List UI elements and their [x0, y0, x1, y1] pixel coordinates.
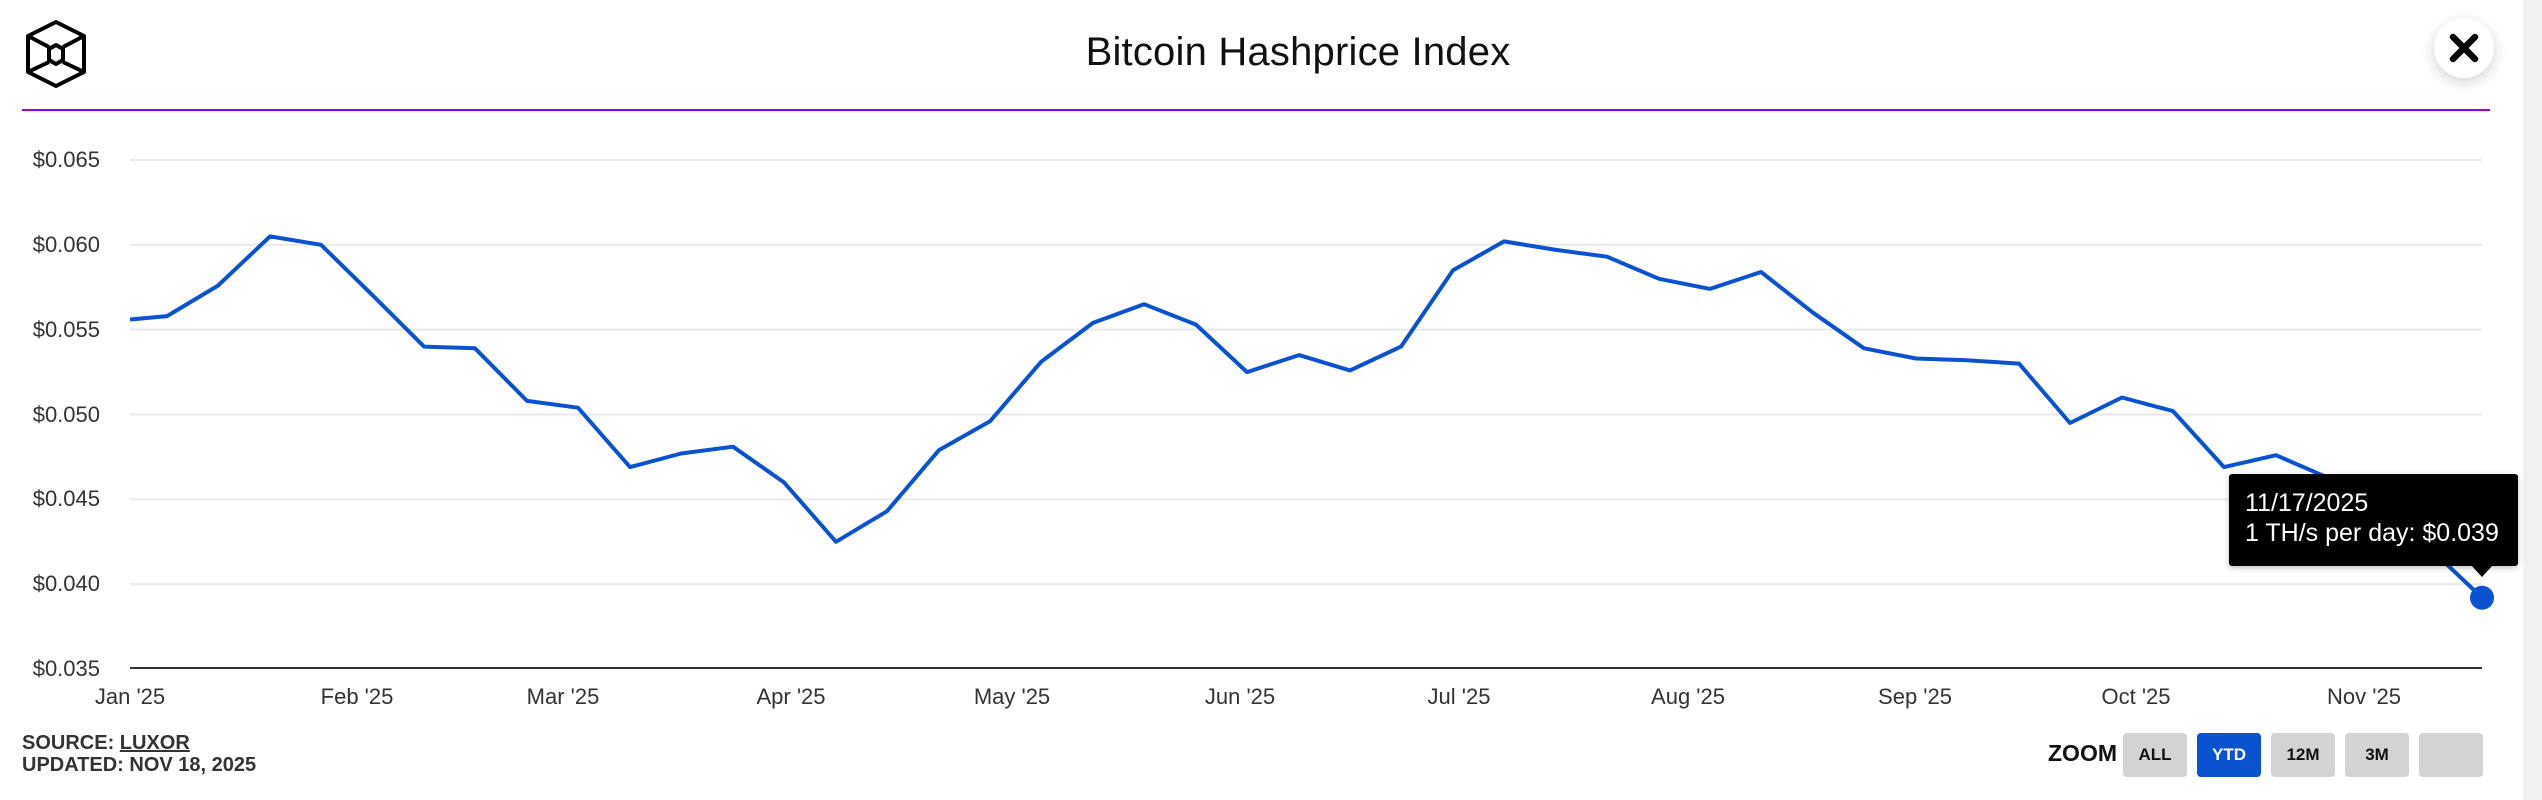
x-tick-label: Aug '25: [1651, 684, 1725, 709]
x-tick-label: Nov '25: [2327, 684, 2401, 709]
gridlines: [130, 159, 2482, 586]
x-tick-label: Apr '25: [756, 684, 826, 709]
x-tick-label: Jun '25: [1204, 684, 1276, 709]
source-info: SOURCE: LUXOR UPDATED: NOV 18, 2025: [22, 732, 256, 776]
tooltip-caret: [2471, 565, 2493, 577]
x-tick-label: Jan '25: [94, 684, 166, 709]
data-tooltip: 11/17/2025 1 TH/s per day: $0.039: [2229, 474, 2518, 566]
zoom-label: ZOOM: [2048, 740, 2117, 766]
y-tick-label: $0.035: [32, 656, 100, 681]
x-tick-label: Feb '25: [320, 684, 394, 709]
zoom-all-button[interactable]: ALL: [2123, 733, 2187, 777]
zoom-ytd-button[interactable]: YTD: [2197, 733, 2261, 777]
source-prefix: SOURCE:: [22, 732, 120, 754]
zoom-3m-button[interactable]: 3M: [2345, 733, 2409, 777]
tooltip-value: 1 TH/s per day: $0.039: [2245, 519, 2499, 547]
header-divider: [22, 109, 2490, 111]
y-tick-label: $0.045: [32, 486, 100, 512]
highlighted-data-point: [2470, 585, 2494, 610]
y-tick-label: $0.040: [32, 571, 100, 597]
close-button[interactable]: [2434, 18, 2494, 78]
luxor-logo-icon: [26, 20, 86, 88]
x-tick-label: Oct '25: [2101, 684, 2171, 709]
x-tick-label: May '25: [973, 684, 1051, 709]
zoom-12m-button[interactable]: 12M: [2271, 733, 2335, 777]
x-tick-label: Mar '25: [526, 684, 600, 709]
y-tick-label: $0.050: [32, 401, 100, 427]
hashprice-line: [129, 234, 2484, 600]
scrollbar-track: [2523, 0, 2542, 800]
y-tick-label: $0.065: [32, 147, 100, 172]
x-tick-label: Sep '25: [1878, 684, 1952, 709]
x-tick-label: Jul '25: [1427, 684, 1491, 709]
source-link-luxor[interactable]: LUXOR: [119, 732, 190, 754]
chart-title: Bitcoin Hashprice Index: [1085, 30, 1511, 74]
updated-date: UPDATED: NOV 18, 2025: [22, 754, 257, 776]
y-tick-label: $0.060: [32, 231, 100, 257]
close-icon: [2449, 33, 2479, 63]
y-tick-label: $0.055: [32, 316, 100, 342]
zoom-blank-button[interactable]: [2419, 733, 2483, 777]
tooltip-date: 11/17/2025: [2245, 489, 2369, 517]
